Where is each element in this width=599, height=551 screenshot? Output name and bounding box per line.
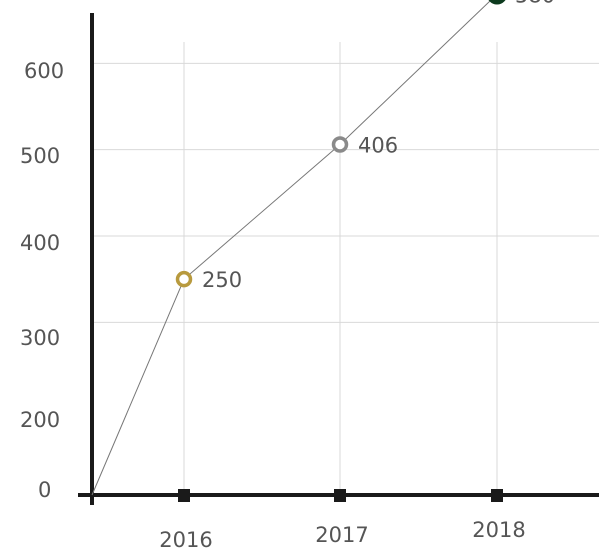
data-point (331, 136, 349, 153)
y-tick-label: 200 (20, 408, 60, 432)
x-tick-label: 2016 (159, 528, 212, 551)
data-labels: 250 406 580 (202, 0, 555, 292)
x-tick-label: 2017 (315, 523, 368, 547)
grid (92, 42, 599, 495)
series-line-group (91, 0, 492, 496)
y-tick-labels: 0 200 300 400 500 600 (20, 59, 64, 502)
y-tick-label: 400 (20, 231, 60, 255)
data-point (488, 0, 506, 5)
series-line (91, 0, 492, 496)
x-tick-marker (178, 489, 190, 502)
data-label: 406 (358, 134, 398, 158)
x-tick-labels: 2016 2017 2018 (159, 518, 525, 551)
data-points (175, 0, 506, 288)
axes (78, 13, 599, 505)
data-label: 250 (202, 268, 242, 292)
data-point (175, 270, 193, 288)
y-tick-label: 500 (20, 144, 60, 168)
y-tick-label: 0 (38, 478, 51, 502)
x-tick-marker (334, 489, 346, 502)
x-tick-label: 2018 (472, 518, 525, 542)
data-label: 580 (515, 0, 555, 7)
y-tick-label: 600 (24, 59, 64, 83)
x-tick-marker (491, 489, 503, 502)
y-tick-label: 300 (20, 326, 60, 350)
